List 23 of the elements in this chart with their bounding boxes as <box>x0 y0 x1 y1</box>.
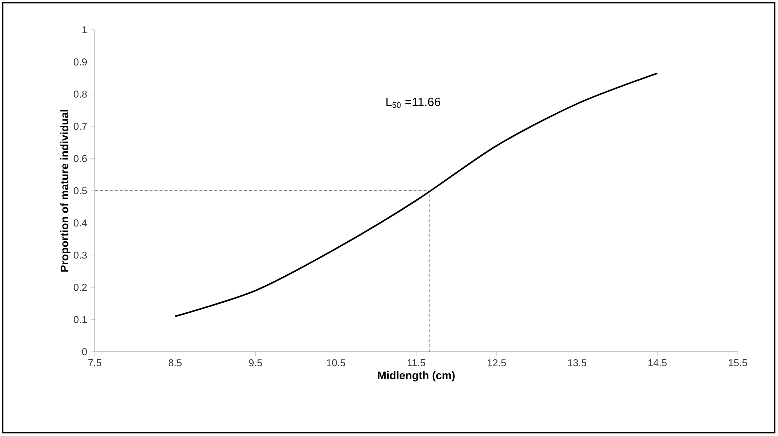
x-axis-title: Midlength (cm) <box>378 371 455 382</box>
annotation: L$_{50}$ =11.66 <box>386 98 441 108</box>
y-tick-label: 0.9 <box>74 58 88 66</box>
y-tick-label: 0.5 <box>74 187 88 195</box>
x-tick-label: 14.5 <box>648 360 667 366</box>
x-tick-label: 10.5 <box>327 360 346 367</box>
x-tick-label: 7.5 <box>88 360 102 366</box>
y-tick-label: 0.8 <box>74 90 88 98</box>
x-tick-label: 15.5 <box>729 360 748 366</box>
y-tick-label: 0 <box>82 348 88 356</box>
y-tick-label: 0.4 <box>74 220 88 227</box>
y-axis-title: Proportion of mature individual <box>60 110 71 272</box>
x-tick-label: 12.5 <box>488 360 506 367</box>
y-tick-label: 0.3 <box>74 252 88 259</box>
y-tick-label: 1 <box>82 26 88 34</box>
y-tick-label: 0.6 <box>74 155 88 162</box>
y-tick-label: 0.1 <box>74 316 87 324</box>
x-tick-label: 8.5 <box>168 360 182 367</box>
x-tick-label: 9.5 <box>249 360 262 367</box>
x-tick-label: 13.5 <box>568 360 587 367</box>
x-tick-label: 11.5 <box>408 360 426 366</box>
y-tick-label: 0.2 <box>74 284 87 292</box>
y-tick-label: 0.7 <box>74 123 87 130</box>
